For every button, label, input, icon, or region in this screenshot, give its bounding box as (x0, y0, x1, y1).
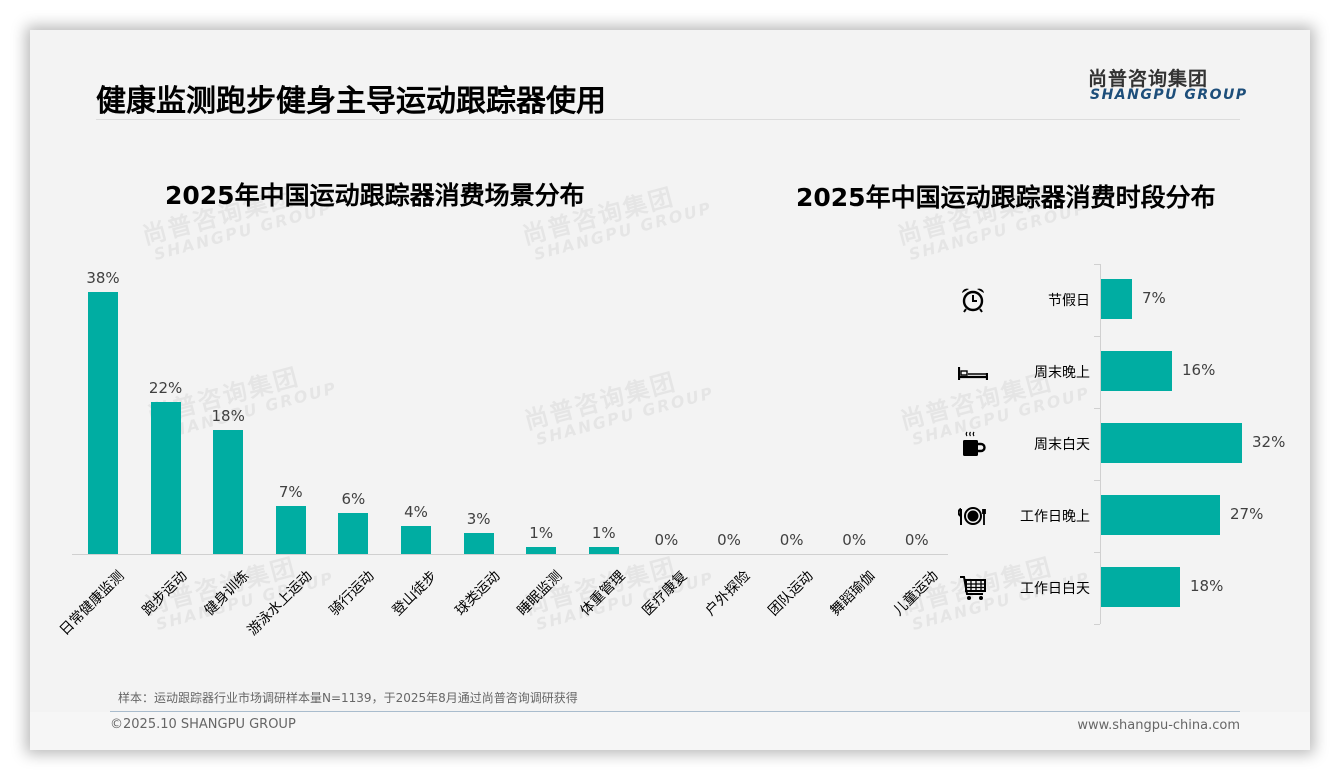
bar (275, 506, 306, 554)
axis-tick (1094, 480, 1100, 481)
slide: 尚普咨询集团 SHANGPU GROUP 尚普咨询集团 SHANGPU GROUP … (30, 30, 1310, 750)
bar (1101, 351, 1172, 391)
bar-value-label: 0% (779, 531, 804, 549)
bar-value-label: 1% (529, 524, 554, 542)
bar-row: 节假日 7% (30, 279, 1310, 319)
bar (401, 526, 431, 554)
coffee-cup-icon (958, 429, 988, 459)
bar-value-label: 4% (404, 503, 428, 521)
bar-value-label: 22% (148, 379, 183, 397)
website-link: www.shangpu-china.com (1077, 718, 1240, 733)
sample-note: 样本：运动跟踪器行业市场调研样本量N=1139，于2025年8月通过尚普咨询调研… (118, 691, 578, 705)
bar-column: 1% (526, 260, 557, 554)
axis-tick (1094, 552, 1100, 553)
bar-value-label: 0% (842, 531, 867, 549)
bar (338, 513, 369, 554)
category-label: 周末晚上 (1034, 365, 1090, 381)
category-label: 工作日晚上 (1020, 509, 1090, 525)
bar (1101, 423, 1242, 463)
bar-value-label: 16% (1182, 361, 1216, 379)
scenario-chart-title: 2025年中国运动跟踪器消费场景分布 (165, 181, 585, 210)
bar (588, 547, 619, 554)
bar-column: 18% (212, 260, 245, 554)
bar-value-label: 0% (717, 531, 741, 549)
bar-column: 0% (651, 260, 681, 554)
bar-value-label: 1% (591, 524, 616, 542)
bar-row: 周末白天 32% (30, 423, 1310, 463)
bar-value-label: 27% (1230, 505, 1264, 523)
bar (1101, 567, 1180, 607)
category-label: 节假日 (1048, 293, 1090, 309)
bar-column: 0% (714, 260, 744, 554)
bar-column: 0% (902, 260, 932, 554)
axis-tick (1094, 336, 1100, 337)
bar (463, 533, 494, 554)
bar-column: 0% (839, 260, 869, 554)
bar-value-label: 38% (86, 269, 120, 287)
bar-row: 工作日晚上 27% (30, 495, 1310, 535)
bar-value-label: 32% (1252, 433, 1286, 451)
axis-tick (1094, 408, 1100, 409)
bar-value-label: 7% (1142, 289, 1166, 307)
axis-tick (1094, 264, 1100, 265)
bar-row: 工作日白天 18% (30, 567, 1310, 607)
bar-column: 0% (777, 260, 807, 554)
shopping-cart-icon (958, 573, 988, 603)
bar-column: 38% (86, 260, 120, 554)
logo-english: SHANGPU GROUP (1090, 87, 1248, 103)
x-axis-line (72, 554, 948, 555)
bar-value-label: 18% (1190, 577, 1224, 595)
alarm-clock-icon (958, 285, 988, 315)
bar-column: 7% (275, 260, 306, 554)
axis-tick (1094, 624, 1100, 625)
bar-value-label: 7% (278, 483, 303, 501)
bar (88, 292, 118, 554)
plate-cutlery-icon (957, 501, 988, 531)
bar (526, 547, 557, 554)
title-divider (96, 119, 1240, 120)
timeslot-chart-title: 2025年中国运动跟踪器消费时段分布 (796, 183, 1216, 212)
logo-chinese: 尚普咨询集团 (1088, 68, 1209, 90)
footer-divider (110, 711, 1240, 712)
bar-value-label: 0% (904, 531, 929, 549)
page-title: 健康监测跑步健身主导运动跟踪器使用 (96, 84, 606, 119)
bar (1101, 279, 1132, 319)
bar-column: 22% (149, 260, 182, 554)
bar-value-label: 18% (211, 407, 245, 425)
bar (150, 402, 181, 554)
bar (213, 430, 244, 554)
category-label: 工作日白天 (1020, 581, 1090, 597)
bar-column: 3% (463, 260, 494, 554)
bar-value-label: 0% (654, 531, 679, 549)
bar-row: 周末晚上 16% (30, 351, 1310, 391)
scenario-bar-chart: 38% 日常健康监测 22% 跑步运动 18% 健身训练 7% 游泳水上运动 6% 骑行运动 4% 登… (57, 260, 948, 639)
bar-value-label: 6% (341, 490, 366, 508)
copyright: ©2025.10 SHANGPU GROUP (110, 717, 296, 732)
bar-value-label: 3% (466, 510, 491, 528)
y-axis-line (1100, 264, 1101, 624)
category-label: 周末白天 (1034, 437, 1090, 453)
bar-column: 1% (588, 260, 619, 554)
bar-column: 4% (401, 260, 431, 554)
bar (1101, 495, 1220, 535)
bed-icon (957, 357, 989, 387)
footer-band (30, 712, 1310, 750)
bar-column: 6% (338, 260, 369, 554)
